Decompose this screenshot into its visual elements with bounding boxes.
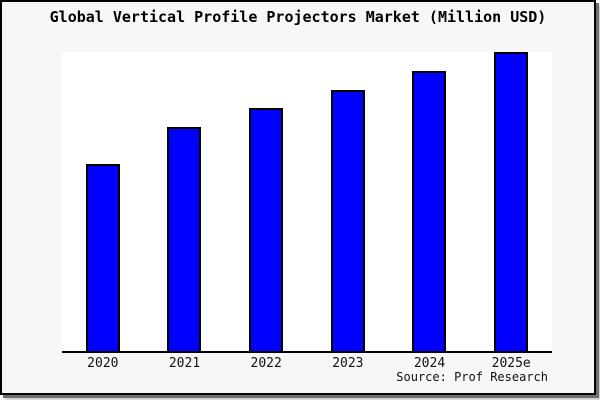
x-tick-label: 2025e [491, 356, 531, 371]
x-tick-label: 2023 [332, 356, 364, 371]
bar-2023 [331, 90, 365, 351]
x-tick-label: 2024 [413, 356, 446, 371]
bar-2021 [167, 127, 201, 351]
bar-2022 [249, 107, 283, 351]
bar-2024 [412, 71, 446, 351]
chart-title: Global Vertical Profile Projectors Marke… [49, 8, 547, 26]
source-note: Source: Prof Research [396, 370, 548, 384]
x-tick-label: 2022 [250, 356, 282, 371]
bar-2025e [494, 52, 528, 351]
plot-area [62, 52, 552, 353]
x-tick-label: 2020 [87, 356, 119, 371]
bar-2020 [86, 164, 120, 351]
x-axis-tick-labels: 2020 2021 2022 2023 2024 2025e [62, 356, 552, 371]
x-tick-label: 2021 [168, 356, 201, 371]
